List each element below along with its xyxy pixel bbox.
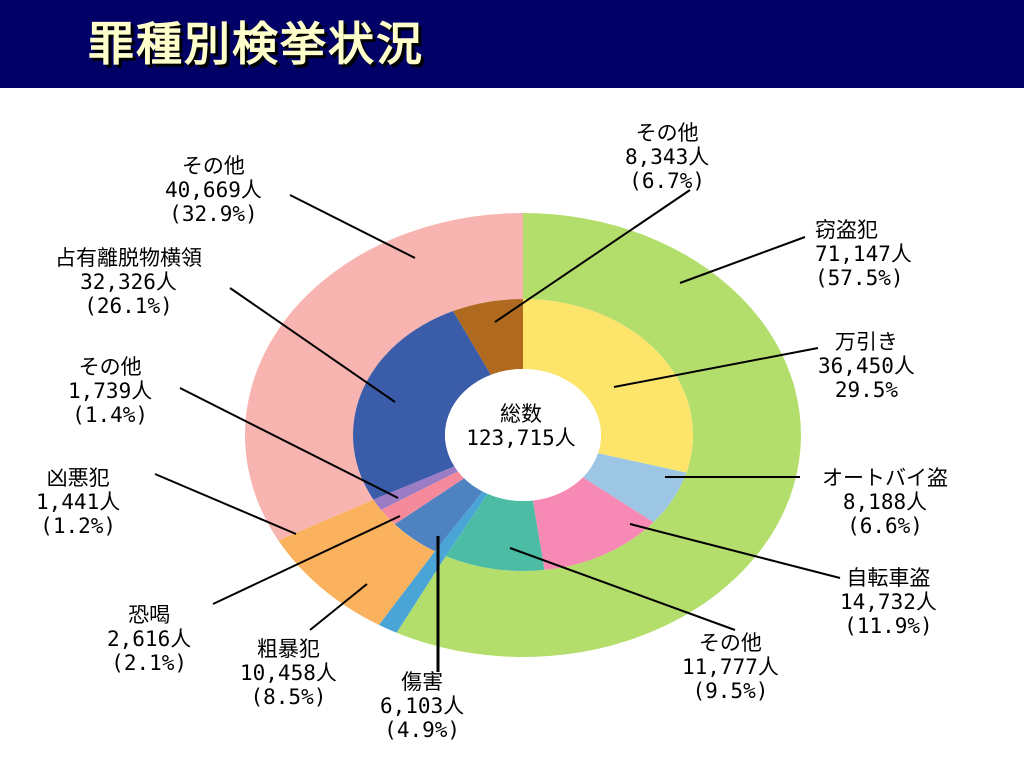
leader-line — [679, 236, 806, 284]
label-pct: (9.5%) — [692, 679, 769, 703]
label-value: 8,188人 — [842, 490, 928, 514]
leader-line — [494, 189, 691, 323]
inner-ring — [352, 299, 694, 572]
label-name: その他 — [181, 154, 245, 178]
title-bar: 罪種別検挙状況 — [0, 0, 1024, 88]
label-name: 粗暴犯 — [256, 637, 320, 661]
label-pct: (26.1%) — [84, 294, 173, 318]
label-pct: (11.9%) — [844, 614, 933, 638]
label-outer-other: その他 40,669人 (32.9%) — [165, 154, 262, 226]
label-name: 恐喝 — [128, 603, 171, 627]
label-value: 8,343人 — [625, 145, 710, 169]
label-pct: (57.5%) — [815, 266, 904, 290]
leader-line — [509, 547, 736, 631]
label-pct: (1.2%) — [40, 514, 117, 538]
label-bicycle-theft: 自転車盗 14,732人 (11.9%) — [840, 566, 937, 638]
label-extortion: 恐喝 2,616人 (2.1%) — [107, 603, 191, 675]
label-pct: 29.5% — [834, 378, 899, 402]
outer-slice-3 — [244, 213, 523, 541]
inner-slice-2 — [532, 477, 654, 570]
label-theft-other: その他 11,777人 (9.5%) — [682, 631, 779, 703]
leader-line — [229, 287, 396, 403]
leader-line — [309, 583, 368, 631]
label-value: 1,739人 — [68, 379, 153, 403]
label-value: 14,732人 — [840, 590, 937, 614]
label-value: 40,669人 — [165, 178, 262, 202]
inner-slice-5 — [394, 478, 483, 552]
outer-slice-1 — [378, 551, 446, 633]
label-inner-other: その他 8,343人 (6.7%) — [625, 121, 709, 193]
label-rough: 粗暴犯 10,458人 (8.5%) — [240, 637, 337, 709]
label-value: 36,450人 — [818, 354, 915, 378]
label-pct: (8.5%) — [250, 685, 327, 709]
label-pct: (6.7%) — [629, 169, 706, 193]
label-pct: (1.4%) — [72, 403, 149, 427]
outer-ring — [244, 213, 801, 657]
label-name: 凶悪犯 — [46, 466, 110, 490]
label-name: オートバイ盗 — [822, 466, 948, 490]
label-motorcycle-theft: オートバイ盗 8,188人 (6.6%) — [822, 466, 948, 538]
outer-slice-2 — [278, 499, 435, 625]
label-pct: (32.9%) — [169, 202, 258, 226]
label-name: 占有離脱物横領 — [55, 246, 202, 270]
label-name: 万引き — [834, 330, 898, 354]
inner-slice-6 — [381, 471, 465, 525]
label-injury: 傷害 6,103人 (4.9%) — [380, 670, 464, 742]
label-name: 傷害 — [401, 670, 444, 694]
slide-title: 罪種別検挙状況 — [88, 17, 424, 71]
inner-slice-9 — [453, 299, 523, 375]
label-pct: (2.1%) — [111, 651, 188, 675]
label-violent: 凶悪犯 1,441人 (1.2%) — [36, 466, 120, 538]
inner-slice-4 — [434, 491, 488, 557]
label-value: 11,777人 — [682, 655, 779, 679]
label-value: 1,441人 — [36, 490, 121, 514]
label-value: 6,103人 — [380, 694, 465, 718]
label-embezzlement: 占有離脱物横領 32,326人 (26.1%) — [55, 246, 202, 318]
leader-line — [212, 515, 401, 605]
label-rough-other: その他 1,739人 (1.4%) — [68, 355, 152, 427]
label-value: 10,458人 — [240, 661, 337, 685]
leader-line — [154, 473, 297, 535]
label-value: 71,147人 — [815, 242, 912, 266]
label-value: 32,326人 — [80, 270, 177, 294]
label-name: その他 — [635, 121, 699, 145]
label-pct: (6.6%) — [847, 514, 923, 538]
center-label-total: 123,715人 — [466, 426, 576, 450]
inner-slice-7 — [373, 466, 458, 510]
leader-lines — [154, 189, 841, 672]
label-theft: 窃盗犯 71,147人 (57.5%) — [815, 218, 912, 290]
center-label: 総数 123,715人 — [440, 402, 602, 450]
label-value: 2,616人 — [107, 627, 192, 651]
inner-slice-0 — [523, 299, 694, 473]
leader-line — [179, 387, 399, 499]
leader-line — [629, 523, 841, 579]
center-hole-disc — [445, 369, 601, 501]
label-name: 自転車盗 — [846, 566, 931, 590]
center-hole — [445, 369, 601, 501]
inner-slice-8 — [352, 311, 491, 500]
label-pct: (4.9%) — [384, 718, 461, 742]
leader-line — [613, 347, 819, 388]
center-label-title: 総数 — [500, 402, 542, 426]
label-name: その他 — [78, 355, 142, 379]
inner-slice-1 — [582, 453, 687, 523]
label-name: 窃盗犯 — [815, 218, 878, 242]
label-shoplifting: 万引き 36,450人 29.5% — [818, 330, 915, 402]
label-name: その他 — [698, 631, 762, 655]
outer-slice-0 — [396, 213, 801, 657]
leader-line — [289, 194, 416, 259]
